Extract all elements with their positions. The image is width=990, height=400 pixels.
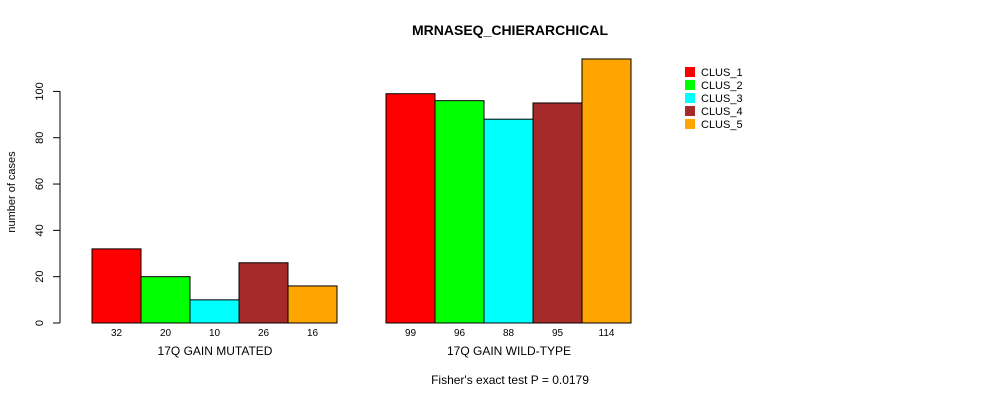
y-tick-label: 20 <box>34 271 46 283</box>
bars <box>91 58 632 324</box>
bar-count-label: 95 <box>552 328 564 339</box>
chart-title: MRNASEQ_CHIERARCHICAL <box>412 22 608 38</box>
bar-count-label: 96 <box>454 328 466 339</box>
y-tick-label: 0 <box>34 320 46 326</box>
legend-swatch <box>685 93 695 103</box>
bar-clus-5-group-1 <box>287 285 338 324</box>
bar-count-label: 32 <box>111 328 123 339</box>
legend-swatch <box>685 119 695 129</box>
legend-label: CLUS_4 <box>701 106 743 118</box>
y-tick-label: 40 <box>34 224 46 236</box>
bar-clus-2-group-1 <box>140 276 191 324</box>
y-axis-label: number of cases <box>6 151 18 233</box>
bar-count-label: 88 <box>503 328 515 339</box>
legend-swatch <box>685 80 695 90</box>
y-axis: 0 20 40 60 80 100 <box>34 82 61 326</box>
group-label: 17Q GAIN MUTATED <box>158 344 273 358</box>
bar-clus-1-group-1 <box>91 248 142 324</box>
legend-label: CLUS_1 <box>701 67 743 79</box>
count-labels: 32 20 10 26 16 99 96 88 95 114 <box>111 328 615 339</box>
bar-clus-4-group-2 <box>532 102 583 324</box>
bar-count-label: 26 <box>258 328 270 339</box>
y-tick-label: 60 <box>34 178 46 190</box>
bar-clus-4-group-1 <box>238 262 289 324</box>
bar-clus-2-group-2 <box>434 100 485 324</box>
bar-clus-3-group-1 <box>189 299 240 324</box>
legend-swatch <box>685 67 695 77</box>
legend-label: CLUS_3 <box>701 93 743 105</box>
y-tick-label: 100 <box>34 82 46 100</box>
bar-count-label: 114 <box>599 328 615 339</box>
group-label: 17Q GAIN WILD-TYPE <box>447 344 571 358</box>
bar-count-label: 10 <box>209 328 221 339</box>
bar-count-label: 99 <box>405 328 417 339</box>
legend-label: CLUS_2 <box>701 80 743 92</box>
bar-clus-1-group-2 <box>385 93 436 324</box>
bar-clus-3-group-2 <box>483 118 534 324</box>
bar-count-label: 16 <box>307 328 319 339</box>
bar-count-label: 20 <box>160 328 172 339</box>
fisher-test-footer: Fisher's exact test P = 0.0179 <box>431 373 589 387</box>
bar-clus-5-group-2 <box>581 58 632 324</box>
group-labels: 17Q GAIN MUTATED 17Q GAIN WILD-TYPE <box>158 344 571 358</box>
y-tick-label: 80 <box>34 132 46 144</box>
legend-label: CLUS_5 <box>701 119 743 131</box>
legend-swatch <box>685 106 695 116</box>
